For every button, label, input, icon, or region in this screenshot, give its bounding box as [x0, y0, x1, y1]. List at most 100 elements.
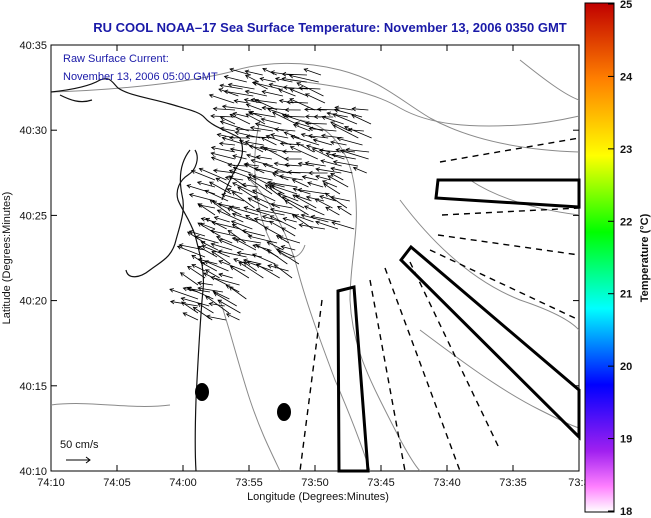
current-vector — [268, 82, 293, 90]
current-vector — [203, 260, 229, 272]
current-vector — [228, 135, 250, 141]
current-vector — [281, 227, 296, 237]
current-vector — [292, 187, 311, 195]
current-vector — [304, 93, 326, 104]
current-vector — [337, 206, 352, 216]
current-vector — [314, 198, 333, 209]
current-vector — [204, 189, 229, 202]
current-vector — [229, 67, 252, 76]
current-vector — [244, 140, 264, 146]
current-vector — [205, 217, 227, 230]
current-vector — [339, 149, 369, 160]
coastline — [51, 78, 244, 471]
current-vector — [332, 113, 358, 125]
current-vector — [282, 217, 297, 223]
current-vector — [273, 264, 293, 279]
current-vector — [284, 156, 302, 162]
colorbar-tick-label: 25 — [620, 0, 632, 11]
current-vector — [208, 93, 235, 104]
current-vector — [197, 245, 218, 258]
current-vector — [248, 173, 274, 188]
current-vector — [288, 73, 319, 83]
station-marker — [277, 403, 291, 421]
current-vector — [289, 145, 318, 160]
current-vector — [315, 174, 331, 181]
current-vector — [200, 217, 216, 223]
current-vector — [218, 260, 246, 272]
current-vector — [197, 302, 214, 314]
current-vector — [210, 242, 233, 251]
current-vector — [271, 111, 297, 125]
current-vector — [191, 264, 206, 272]
current-vector — [277, 192, 299, 202]
current-vector — [210, 156, 236, 167]
current-vector — [197, 222, 221, 237]
colorbar-tick-label: 20 — [620, 361, 632, 373]
colorbar — [584, 2, 615, 513]
current-vector — [190, 169, 216, 181]
current-vector — [315, 220, 339, 230]
current-vector — [228, 205, 259, 216]
current-vector — [281, 71, 307, 77]
current-vector — [221, 104, 251, 111]
current-vector — [307, 181, 324, 188]
current-vector — [284, 107, 301, 113]
y-tick-label: 40:15 — [19, 381, 47, 393]
current-vector — [284, 162, 302, 168]
current-vector — [217, 202, 241, 209]
current-vector — [213, 216, 230, 223]
current-vector — [261, 105, 290, 111]
current-vector — [215, 235, 233, 244]
current-vector — [232, 154, 247, 160]
current-vector — [249, 125, 273, 132]
x-tick-label: 73:55 — [235, 477, 263, 489]
current-vector — [231, 191, 255, 209]
current-vector — [278, 235, 301, 244]
current-vector — [180, 296, 210, 307]
current-vector — [232, 182, 257, 195]
current-vector — [280, 244, 296, 251]
current-vector — [308, 126, 337, 132]
current-vector — [238, 261, 264, 279]
current-vector — [200, 261, 218, 272]
current-vector — [325, 206, 340, 216]
current-vector — [284, 200, 309, 216]
current-vector — [291, 178, 309, 188]
current-vector — [321, 180, 338, 188]
current-vector — [188, 230, 206, 237]
current-vector — [262, 67, 277, 76]
current-vector — [229, 147, 247, 153]
current-vector — [292, 123, 311, 132]
current-vector — [210, 151, 236, 160]
current-vector — [330, 121, 350, 132]
current-vector — [197, 257, 218, 265]
current-vector — [218, 141, 236, 146]
current-vector — [255, 207, 285, 216]
current-vector — [298, 223, 325, 230]
current-vector — [247, 197, 269, 209]
current-vector — [178, 243, 206, 251]
current-vector — [201, 244, 230, 258]
x-axis: 74:10 74:05 74:00 73:55 73:50 73:45 73:40 73:35… — [37, 45, 590, 489]
current-vector — [269, 220, 284, 230]
station-marker — [195, 383, 209, 401]
current-vector — [215, 177, 232, 188]
current-vector — [197, 280, 214, 286]
current-vector — [187, 265, 206, 279]
current-vector — [255, 263, 280, 279]
current-vector — [253, 166, 277, 174]
current-vector — [205, 295, 230, 314]
current-vector — [194, 235, 219, 244]
scale-label: 50 cm/s — [60, 439, 99, 451]
current-vector — [218, 88, 239, 97]
current-vector — [274, 127, 296, 132]
current-vector — [216, 209, 244, 223]
current-vector — [225, 284, 240, 293]
current-vector — [275, 235, 290, 244]
current-vector — [270, 133, 289, 139]
plot-area — [50, 44, 580, 472]
current-vector — [278, 88, 296, 97]
current-vector — [200, 241, 219, 251]
current-vector — [245, 113, 266, 125]
current-vector — [243, 206, 270, 216]
